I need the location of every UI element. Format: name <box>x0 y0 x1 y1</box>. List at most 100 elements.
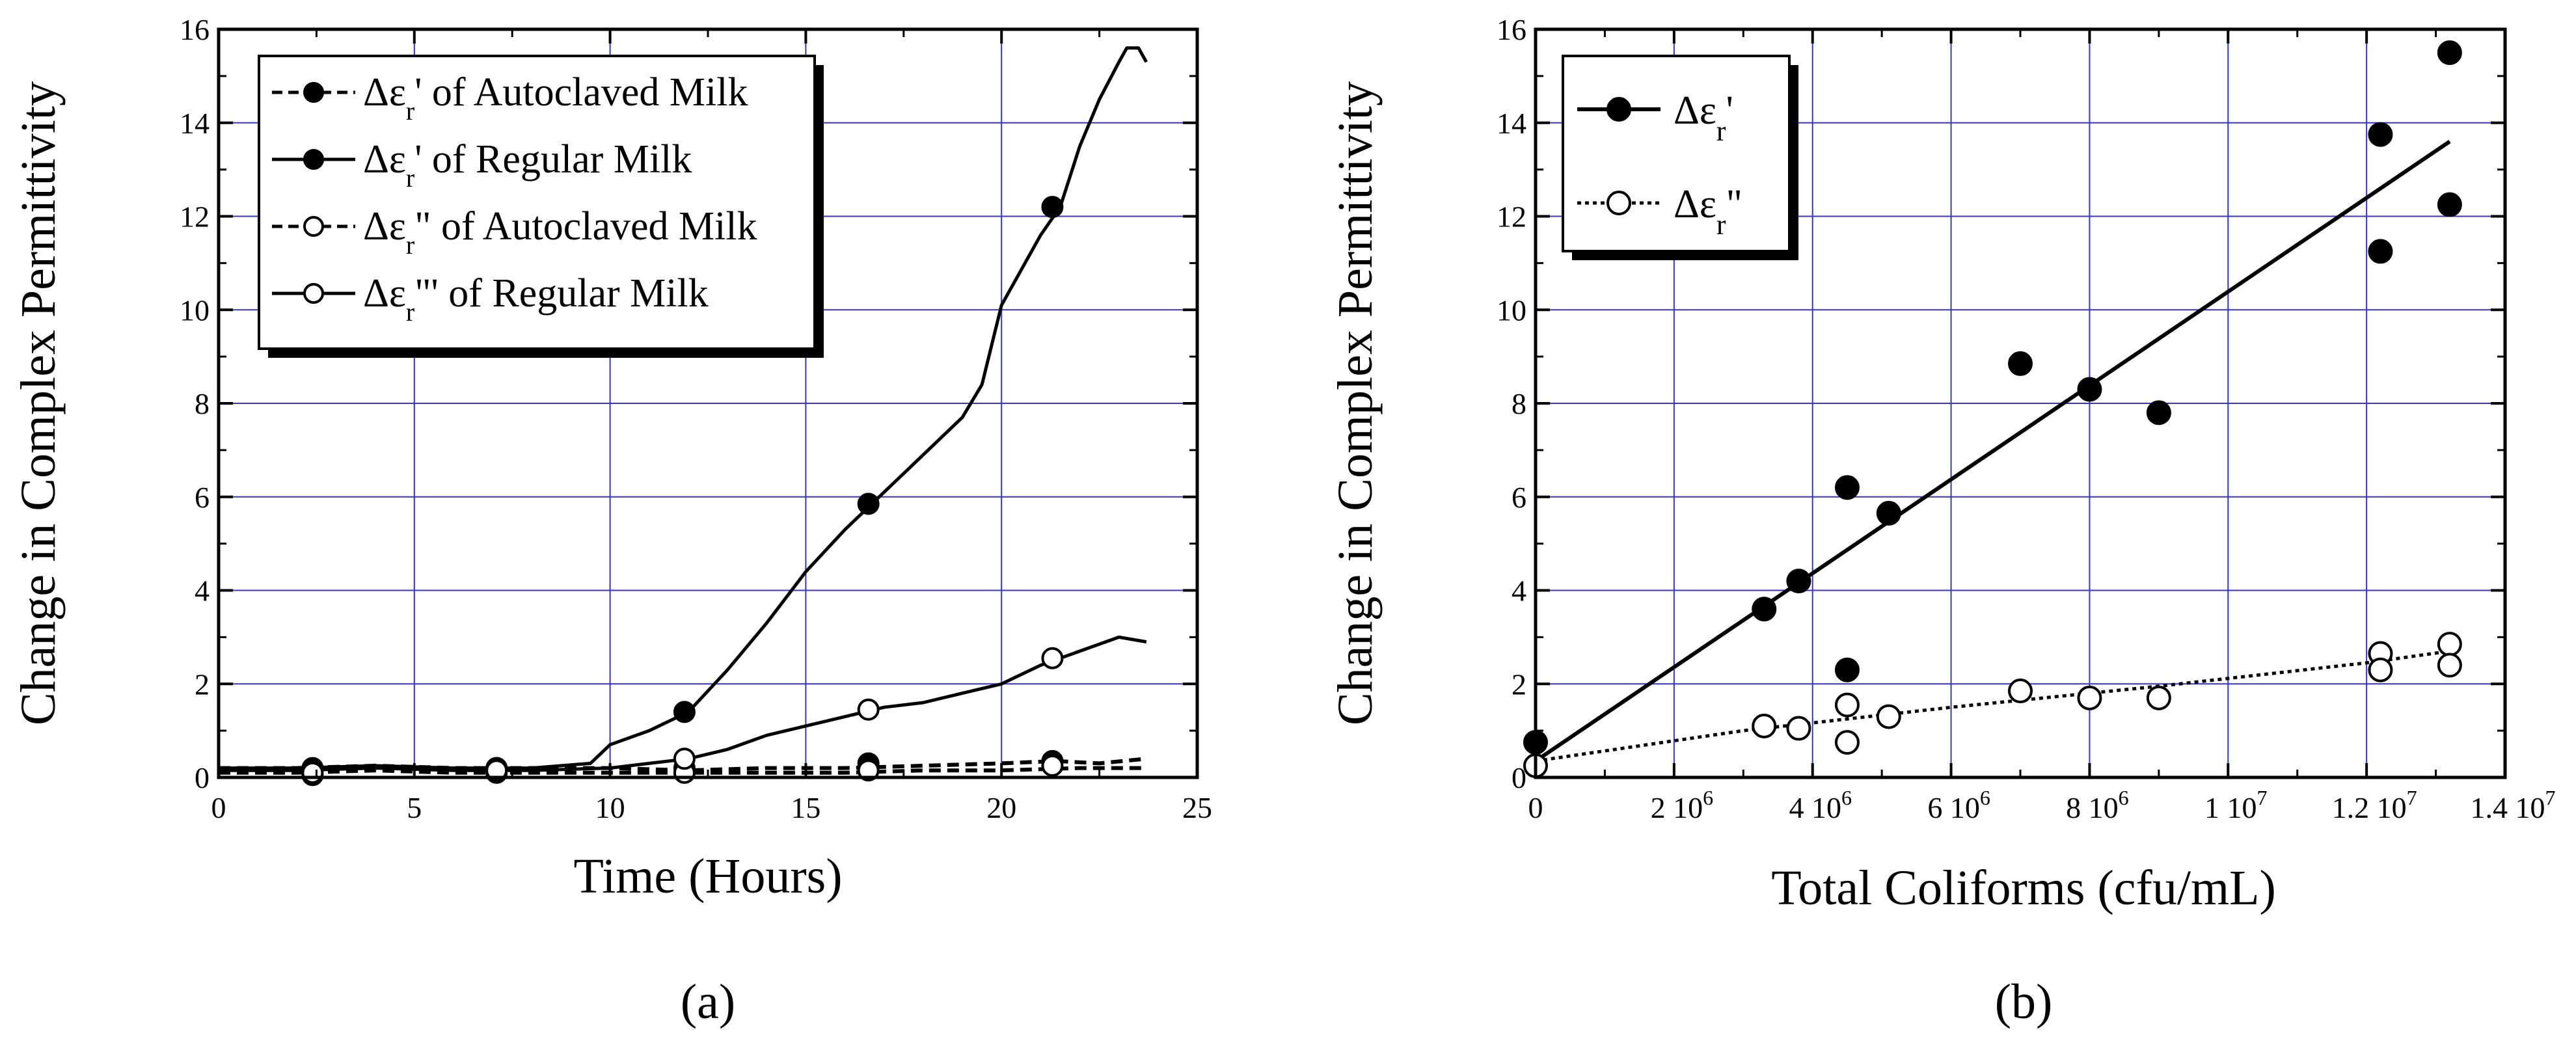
series-2-marker <box>673 701 696 723</box>
x-tick-label: 1.2 107 <box>2332 786 2417 824</box>
y-tick-label: 2 <box>1512 667 1526 701</box>
x-tick-exponent: 6 <box>2119 786 2129 809</box>
y-tick-label: 6 <box>1512 481 1526 514</box>
series-4-marker <box>1041 647 1064 669</box>
series-1-point <box>1786 569 1811 594</box>
legend-text: " <box>1726 182 1742 226</box>
y-tick-label: 16 <box>180 13 210 46</box>
x-tick-base: 1 10 <box>2204 791 2257 824</box>
legend-box <box>1562 55 1791 252</box>
series-3-marker <box>1041 755 1064 777</box>
series-line-4 <box>219 635 1147 772</box>
legend-text: " of Autoclaved Milk <box>414 204 757 249</box>
series-1-point <box>1876 500 1901 526</box>
ticks-a <box>217 28 1199 779</box>
x-tick-label: 10 <box>595 791 625 824</box>
x-tick-exponent: 6 <box>1980 786 1990 809</box>
chart-a: 0 2 4 6 8 10 12 14 16 0 5 10 15 20 25 Time (Hours) Cha… <box>11 13 1212 1029</box>
legend-subscript: r <box>406 163 414 193</box>
legend-text: Δε <box>363 271 406 316</box>
series-2-point <box>1752 713 1777 738</box>
series-1-point <box>2368 122 2393 147</box>
series-2-point <box>2437 653 2462 678</box>
legend-text: "' of Regular Milk <box>414 271 708 316</box>
y-tick-label: 10 <box>1497 293 1526 327</box>
series-4-marker <box>857 698 880 721</box>
fit-line-2 <box>1535 649 2450 763</box>
y-tick-label: 4 <box>195 574 210 608</box>
x-tick-label: 20 <box>986 791 1016 824</box>
x-tick-label: 2 106 <box>1651 786 1714 824</box>
series-2-point <box>2146 685 2171 710</box>
x-tick-label: 5 <box>407 791 422 824</box>
x-tick-exponent: 7 <box>2407 786 2417 809</box>
x-tick-base: 8 10 <box>2066 791 2119 824</box>
series-2-point <box>1876 704 1901 729</box>
series-1-point <box>2077 377 2102 402</box>
legend-text: Δε <box>363 70 406 114</box>
y-tick-label: 12 <box>1497 200 1526 234</box>
y-tick-label: 14 <box>180 107 210 140</box>
x-tick-base: 2 10 <box>1651 791 1703 824</box>
y-tick-label: 8 <box>195 387 210 420</box>
series-2-point <box>2437 632 2462 657</box>
x-tick-label: 25 <box>1182 791 1212 824</box>
series-1-point <box>1752 597 1777 622</box>
series-1-point <box>2437 40 2462 65</box>
x-tick-exponent: 6 <box>1703 786 1713 809</box>
y-tick-label: 14 <box>1497 107 1526 140</box>
series-2-marker <box>857 492 880 515</box>
legend-label-1: Δεr' of Autoclaved Milk <box>363 70 748 126</box>
fit-line-1 <box>1534 140 2451 763</box>
legend-text: Δε <box>363 204 406 249</box>
x-tick-base: 6 10 <box>1927 791 1980 824</box>
series-1-point <box>2008 351 2033 376</box>
tick-labels-a: 0 2 4 6 8 10 12 14 16 0 5 10 15 20 25 <box>180 13 1212 824</box>
y-tick-label: 2 <box>195 667 210 701</box>
panel-label-a: (a) <box>681 975 735 1029</box>
x-tick-label: 6 106 <box>1927 786 1990 824</box>
series-1-point <box>2146 400 2171 425</box>
y-tick-label: 6 <box>195 481 210 514</box>
x-axis-label-a: Time (Hours) <box>573 849 842 904</box>
y-axis-label-a: Change in Complex Permittivity <box>11 81 66 725</box>
series-1-point <box>1834 475 1860 500</box>
legend-label-2: Δεr" <box>1674 182 1742 241</box>
panel-label-b: (b) <box>1995 975 2053 1029</box>
y-tick-label: 12 <box>180 200 210 234</box>
legend-box <box>258 55 816 350</box>
legend-subscript: r <box>406 297 414 327</box>
y-tick-label: 10 <box>180 293 210 327</box>
series-1-point <box>2368 239 2393 264</box>
legend-subscript: r <box>406 230 414 260</box>
y-tick-label: 0 <box>1512 761 1526 794</box>
x-tick-label: 1.4 107 <box>2471 786 2556 824</box>
fit-lines-b <box>1534 140 2451 763</box>
series-2-point <box>2008 679 2033 704</box>
legend-subscript: r <box>1716 115 1726 147</box>
y-tick-label: 8 <box>1512 387 1526 420</box>
x-tick-label: 0 <box>211 791 226 824</box>
legend-b: Δεr'Δεr" <box>1562 55 1798 260</box>
series-2-point <box>1834 730 1860 755</box>
legend-subscript: r <box>406 96 414 126</box>
x-tick-label: 1 107 <box>2204 786 2268 824</box>
legend-marker-1 <box>1607 97 1631 122</box>
x-tick-exponent: 7 <box>2257 786 2268 809</box>
series-2-marker <box>1041 196 1064 219</box>
x-tick-label: 8 106 <box>2066 786 2129 824</box>
legend-text: ' of Autoclaved Milk <box>414 70 748 114</box>
x-tick-base: 1.2 10 <box>2332 791 2407 824</box>
ticks-b <box>1534 28 2506 779</box>
scatter-points-b <box>1523 40 2462 779</box>
legend-label-4: Δεr"' of Regular Milk <box>363 271 709 327</box>
series-2-point <box>1786 716 1811 741</box>
series-4-marker <box>301 761 324 784</box>
y-tick-label: 0 <box>195 761 210 794</box>
legend-text: Δε <box>363 137 406 182</box>
legend-marker-3 <box>303 216 324 237</box>
